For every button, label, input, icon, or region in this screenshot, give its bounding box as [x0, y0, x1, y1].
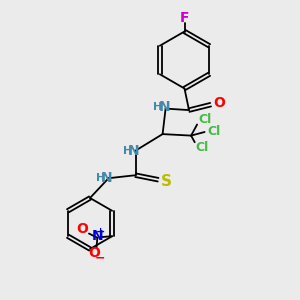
Text: +: + [96, 227, 106, 237]
Text: N: N [101, 171, 112, 185]
Text: O: O [76, 222, 88, 236]
Text: H: H [153, 102, 162, 112]
Text: H: H [123, 146, 132, 156]
Text: N: N [128, 144, 140, 158]
Text: Cl: Cl [208, 125, 221, 139]
Text: H: H [96, 173, 105, 183]
Text: S: S [161, 174, 172, 189]
Text: Cl: Cl [196, 141, 209, 154]
Text: O: O [89, 246, 100, 260]
Text: Cl: Cl [199, 113, 212, 127]
Text: O: O [213, 96, 225, 110]
Text: N: N [158, 100, 170, 114]
Text: −: − [94, 251, 105, 264]
Text: F: F [180, 11, 189, 25]
Text: N: N [92, 229, 103, 243]
